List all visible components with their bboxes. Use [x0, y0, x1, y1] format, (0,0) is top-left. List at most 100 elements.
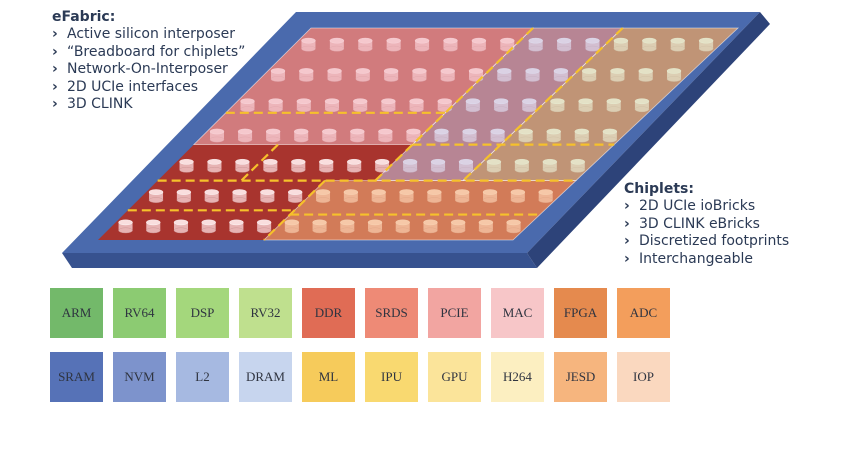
microbump	[291, 158, 306, 173]
microbump-body	[179, 161, 194, 170]
microbump-top	[207, 158, 222, 165]
chiplet-tile-srds: SRDS	[365, 288, 418, 338]
chiplets-item: Interchangeable	[624, 251, 789, 269]
microbump-body	[257, 222, 272, 231]
efabric-item: Network-On-Interposer	[52, 61, 245, 79]
microbump-base	[260, 197, 275, 203]
chiplet-tile-arm: ARM	[50, 288, 103, 338]
chiplet-tile-adc: ADC	[617, 288, 670, 338]
chiplets-item: 2D UCIe ioBricks	[624, 198, 789, 216]
chiplet-tile-rv64: RV64	[113, 288, 166, 338]
microbump-body	[204, 192, 219, 201]
efabric-item: 2D UCIe interfaces	[52, 79, 245, 97]
board-right-side	[527, 12, 770, 268]
microbump-body	[118, 222, 133, 231]
microbump-top	[287, 189, 303, 195]
microbump-base	[201, 227, 216, 234]
microbump-top	[146, 219, 161, 226]
microbump-body	[207, 161, 222, 170]
microbump-body	[229, 222, 244, 231]
chiplet-tile-l2: L2	[176, 352, 229, 402]
chiplet-tile-rv32: RV32	[239, 288, 292, 338]
microbump	[204, 189, 219, 203]
microbump	[176, 189, 192, 203]
microbump	[287, 189, 303, 203]
microbump-top	[235, 158, 250, 165]
efabric-board-illustration	[62, 12, 770, 268]
chiplets-item: 3D CLINK eBricks	[624, 216, 789, 234]
interconnect-line	[462, 27, 624, 182]
microbump-top	[263, 158, 278, 165]
microbump-base	[263, 166, 278, 173]
microbump-base	[146, 227, 161, 234]
microbump-body	[260, 192, 275, 201]
chiplets-item: Discretized footprints	[624, 233, 789, 251]
chiplet-tile-iop: IOP	[617, 352, 670, 402]
chiplet-tile-nvm: NVM	[113, 352, 166, 402]
microbump-top	[148, 189, 164, 195]
microbump-base	[118, 227, 133, 234]
microbump-base	[229, 227, 244, 234]
efabric-notes: eFabric: Active silicon interposer “Brea…	[52, 9, 245, 114]
microbump-body	[319, 161, 334, 170]
efabric-item: Active silicon interposer	[52, 26, 245, 44]
chiplet-tile-jesd: JESD	[554, 352, 607, 402]
microbump-base	[179, 166, 194, 173]
microbump-base	[347, 166, 362, 173]
microbump-body	[235, 161, 250, 170]
microbump-base	[319, 166, 334, 173]
microbump-base	[176, 197, 192, 203]
microbump-body	[173, 222, 188, 231]
efabric-title: eFabric:	[52, 9, 116, 25]
microbump-body	[291, 161, 306, 170]
microbump-body	[288, 192, 303, 201]
chiplet-tile-mac: MAC	[491, 288, 544, 338]
chiplets-title: Chiplets:	[624, 181, 694, 197]
interconnect-line	[263, 179, 326, 241]
microbump	[235, 158, 250, 173]
microbump-body	[347, 161, 362, 170]
interconnect-lines	[127, 27, 624, 241]
chiplet-tile-ipu: IPU	[365, 352, 418, 402]
microbump-body	[263, 161, 278, 170]
microbump-top	[291, 158, 306, 165]
chiplet-tile-h264: H264	[491, 352, 544, 402]
chiplet-tile-ddr: DDR	[302, 288, 355, 338]
chiplet-overlays	[192, 27, 740, 241]
microbump-base	[173, 227, 189, 234]
microbump-base	[291, 166, 306, 173]
microbump-top	[179, 158, 194, 165]
microbump-body	[201, 222, 216, 231]
microbump-top	[319, 158, 334, 165]
microbump-body	[375, 161, 390, 170]
microbump	[201, 219, 216, 234]
microbump	[263, 158, 278, 173]
microbump-top	[374, 158, 390, 165]
microbump	[118, 219, 133, 234]
microbump-body	[232, 192, 247, 201]
microbump-body	[176, 192, 191, 201]
microbump-base	[204, 197, 219, 203]
efabric-item: 3D CLINK	[52, 96, 245, 114]
microbump-body	[149, 192, 164, 201]
microbump	[319, 158, 334, 173]
microbump	[229, 219, 244, 234]
chiplet-tile-gpu: GPU	[428, 352, 481, 402]
chiplet-tile-pcie: PCIE	[428, 288, 481, 338]
interconnect-line	[374, 27, 534, 182]
chiplet-tile-dsp: DSP	[176, 288, 229, 338]
microbump	[260, 189, 275, 203]
microbump-top	[256, 219, 272, 226]
chiplet-tiles-row-1: ARM RV64 DSP RV32 DDR SRDS PCIE MAC FPGA…	[50, 288, 670, 338]
microbump	[232, 189, 247, 203]
microbump-top	[176, 189, 192, 195]
microbump-top	[118, 219, 133, 226]
microbump	[146, 219, 161, 234]
microbump-top	[229, 219, 244, 226]
chiplet-tile-ml: ML	[302, 352, 355, 402]
microbump-body	[146, 222, 161, 231]
microbump-base	[232, 197, 247, 203]
microbump	[207, 158, 222, 173]
microbump	[148, 189, 164, 203]
chiplet-tile-dram: DRAM	[239, 352, 292, 402]
